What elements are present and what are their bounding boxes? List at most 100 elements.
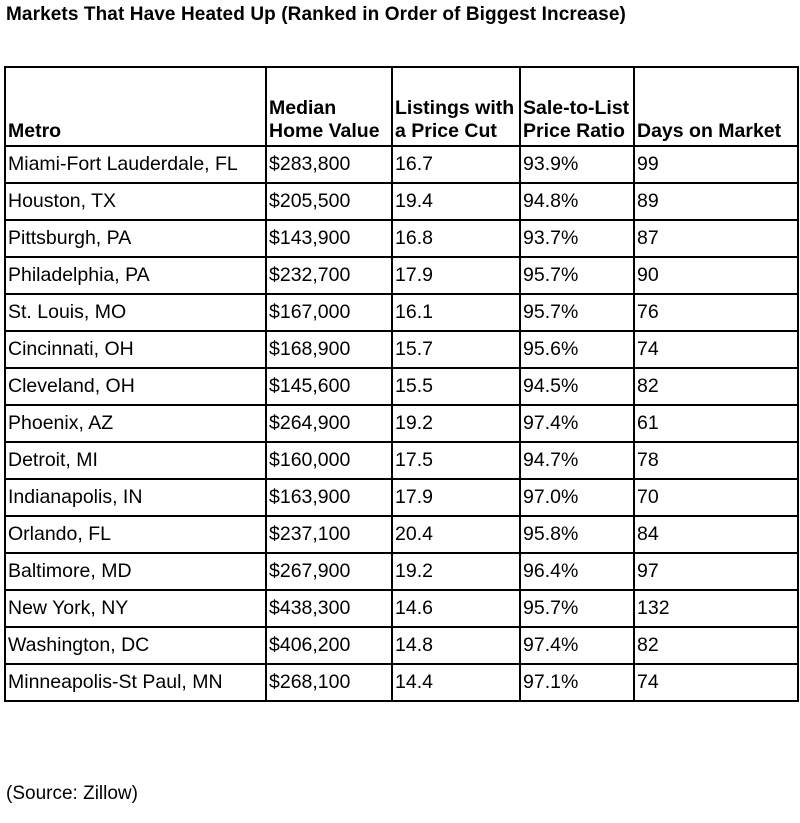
days-on-market-cell: 84 — [633, 515, 799, 554]
header-sale-to-list-ratio-line2: Price Ratio — [523, 120, 625, 142]
median-home-value-cell: $143,900 — [265, 219, 393, 258]
metro-cell: Cincinnati, OH — [4, 330, 267, 369]
median-home-value-cell: $160,000 — [265, 441, 393, 480]
sale-to-list-ratio-cell: 95.8% — [519, 515, 635, 554]
metro-cell: Pittsburgh, PA — [4, 219, 267, 258]
table-row: St. Louis, MO $167,000 16.1 95.7% 76 — [4, 293, 799, 332]
header-median-home-value-line2: Home Value — [269, 120, 380, 142]
sale-to-list-ratio-cell: 97.1% — [519, 663, 635, 702]
metro-cell: Miami-Fort Lauderdale, FL — [4, 145, 267, 184]
listings-price-cut-cell: 15.5 — [391, 367, 521, 406]
median-home-value-cell: $406,200 — [265, 626, 393, 665]
sale-to-list-ratio-cell: 94.5% — [519, 367, 635, 406]
metro-cell: New York, NY — [4, 589, 267, 628]
listings-price-cut-cell: 19.2 — [391, 404, 521, 443]
header-sale-to-list-ratio-line1: Sale-to-List — [523, 97, 630, 119]
table-row: Cleveland, OH $145,600 15.5 94.5% 82 — [4, 367, 799, 406]
days-on-market-cell: 90 — [633, 256, 799, 295]
median-home-value-cell: $232,700 — [265, 256, 393, 295]
days-on-market-cell: 87 — [633, 219, 799, 258]
metro-cell: Cleveland, OH — [4, 367, 267, 406]
metro-cell: St. Louis, MO — [4, 293, 267, 332]
sale-to-list-ratio-cell: 93.7% — [519, 219, 635, 258]
table-row: Baltimore, MD $267,900 19.2 96.4% 97 — [4, 552, 799, 591]
days-on-market-cell: 132 — [633, 589, 799, 628]
listings-price-cut-cell: 16.8 — [391, 219, 521, 258]
days-on-market-cell: 74 — [633, 330, 799, 369]
sale-to-list-ratio-cell: 95.7% — [519, 256, 635, 295]
metro-cell: Indianapolis, IN — [4, 478, 267, 517]
metro-cell: Minneapolis-St Paul, MN — [4, 663, 267, 702]
days-on-market-cell: 74 — [633, 663, 799, 702]
table-row: Miami-Fort Lauderdale, FL $283,800 16.7 93.… — [4, 145, 799, 184]
listings-price-cut-cell: 20.4 — [391, 515, 521, 554]
sale-to-list-ratio-cell: 96.4% — [519, 552, 635, 591]
listings-price-cut-cell: 17.5 — [391, 441, 521, 480]
header-sale-to-list-ratio: Sale-to-List Price Ratio — [519, 66, 635, 147]
table-title: Markets That Have Heated Up (Ranked in O… — [6, 4, 626, 25]
days-on-market-cell: 78 — [633, 441, 799, 480]
metro-cell: Baltimore, MD — [4, 552, 267, 591]
header-days-on-market-line2: Days on Market — [637, 120, 782, 142]
table-row: Washington, DC $406,200 14.8 97.4% 82 — [4, 626, 799, 665]
markets-table: Metro Median Home Value Listings with a … — [4, 66, 799, 702]
listings-price-cut-cell: 16.7 — [391, 145, 521, 184]
metro-cell: Phoenix, AZ — [4, 404, 267, 443]
sale-to-list-ratio-cell: 94.7% — [519, 441, 635, 480]
days-on-market-cell: 97 — [633, 552, 799, 591]
table-row: Philadelphia, PA $232,700 17.9 95.7% 90 — [4, 256, 799, 295]
days-on-market-cell: 89 — [633, 182, 799, 221]
sale-to-list-ratio-cell: 97.0% — [519, 478, 635, 517]
sale-to-list-ratio-cell: 95.6% — [519, 330, 635, 369]
median-home-value-cell: $267,900 — [265, 552, 393, 591]
median-home-value-cell: $268,100 — [265, 663, 393, 702]
median-home-value-cell: $283,800 — [265, 145, 393, 184]
median-home-value-cell: $264,900 — [265, 404, 393, 443]
metro-cell: Orlando, FL — [4, 515, 267, 554]
listings-price-cut-cell: 15.7 — [391, 330, 521, 369]
days-on-market-cell: 70 — [633, 478, 799, 517]
listings-price-cut-cell: 14.8 — [391, 626, 521, 665]
table-row: New York, NY $438,300 14.6 95.7% 132 — [4, 589, 799, 628]
table-row: Detroit, MI $160,000 17.5 94.7% 78 — [4, 441, 799, 480]
header-listings-price-cut-line2: a Price Cut — [395, 120, 497, 142]
listings-price-cut-cell: 14.6 — [391, 589, 521, 628]
table-row: Indianapolis, IN $163,900 17.9 97.0% 70 — [4, 478, 799, 517]
listings-price-cut-cell: 14.4 — [391, 663, 521, 702]
days-on-market-cell: 61 — [633, 404, 799, 443]
header-median-home-value-line1: Median — [269, 97, 337, 119]
listings-price-cut-cell: 17.9 — [391, 256, 521, 295]
median-home-value-cell: $237,100 — [265, 515, 393, 554]
metro-cell: Houston, TX — [4, 182, 267, 221]
header-listings-price-cut-line1: Listings with — [395, 97, 515, 119]
table-row: Houston, TX $205,500 19.4 94.8% 89 — [4, 182, 799, 221]
header-row: Metro Median Home Value Listings with a … — [4, 66, 799, 147]
median-home-value-cell: $167,000 — [265, 293, 393, 332]
sale-to-list-ratio-cell: 97.4% — [519, 404, 635, 443]
days-on-market-cell: 99 — [633, 145, 799, 184]
table-row: Orlando, FL $237,100 20.4 95.8% 84 — [4, 515, 799, 554]
sale-to-list-ratio-cell: 94.8% — [519, 182, 635, 221]
days-on-market-cell: 82 — [633, 626, 799, 665]
median-home-value-cell: $205,500 — [265, 182, 393, 221]
metro-cell: Detroit, MI — [4, 441, 267, 480]
sale-to-list-ratio-cell: 95.7% — [519, 589, 635, 628]
header-median-home-value: Median Home Value — [265, 66, 393, 147]
median-home-value-cell: $145,600 — [265, 367, 393, 406]
days-on-market-cell: 82 — [633, 367, 799, 406]
metro-cell: Washington, DC — [4, 626, 267, 665]
listings-price-cut-cell: 19.4 — [391, 182, 521, 221]
header-metro: Metro — [4, 66, 267, 147]
header-days-on-market: Days on Market — [633, 66, 799, 147]
days-on-market-cell: 76 — [633, 293, 799, 332]
listings-price-cut-cell: 19.2 — [391, 552, 521, 591]
median-home-value-cell: $438,300 — [265, 589, 393, 628]
source-note: (Source: Zillow) — [6, 783, 138, 804]
listings-price-cut-cell: 17.9 — [391, 478, 521, 517]
header-metro-line2: Metro — [8, 120, 62, 142]
median-home-value-cell: $163,900 — [265, 478, 393, 517]
table-row: Phoenix, AZ $264,900 19.2 97.4% 61 — [4, 404, 799, 443]
table-row: Cincinnati, OH $168,900 15.7 95.6% 74 — [4, 330, 799, 369]
header-listings-price-cut: Listings with a Price Cut — [391, 66, 521, 147]
sale-to-list-ratio-cell: 95.7% — [519, 293, 635, 332]
